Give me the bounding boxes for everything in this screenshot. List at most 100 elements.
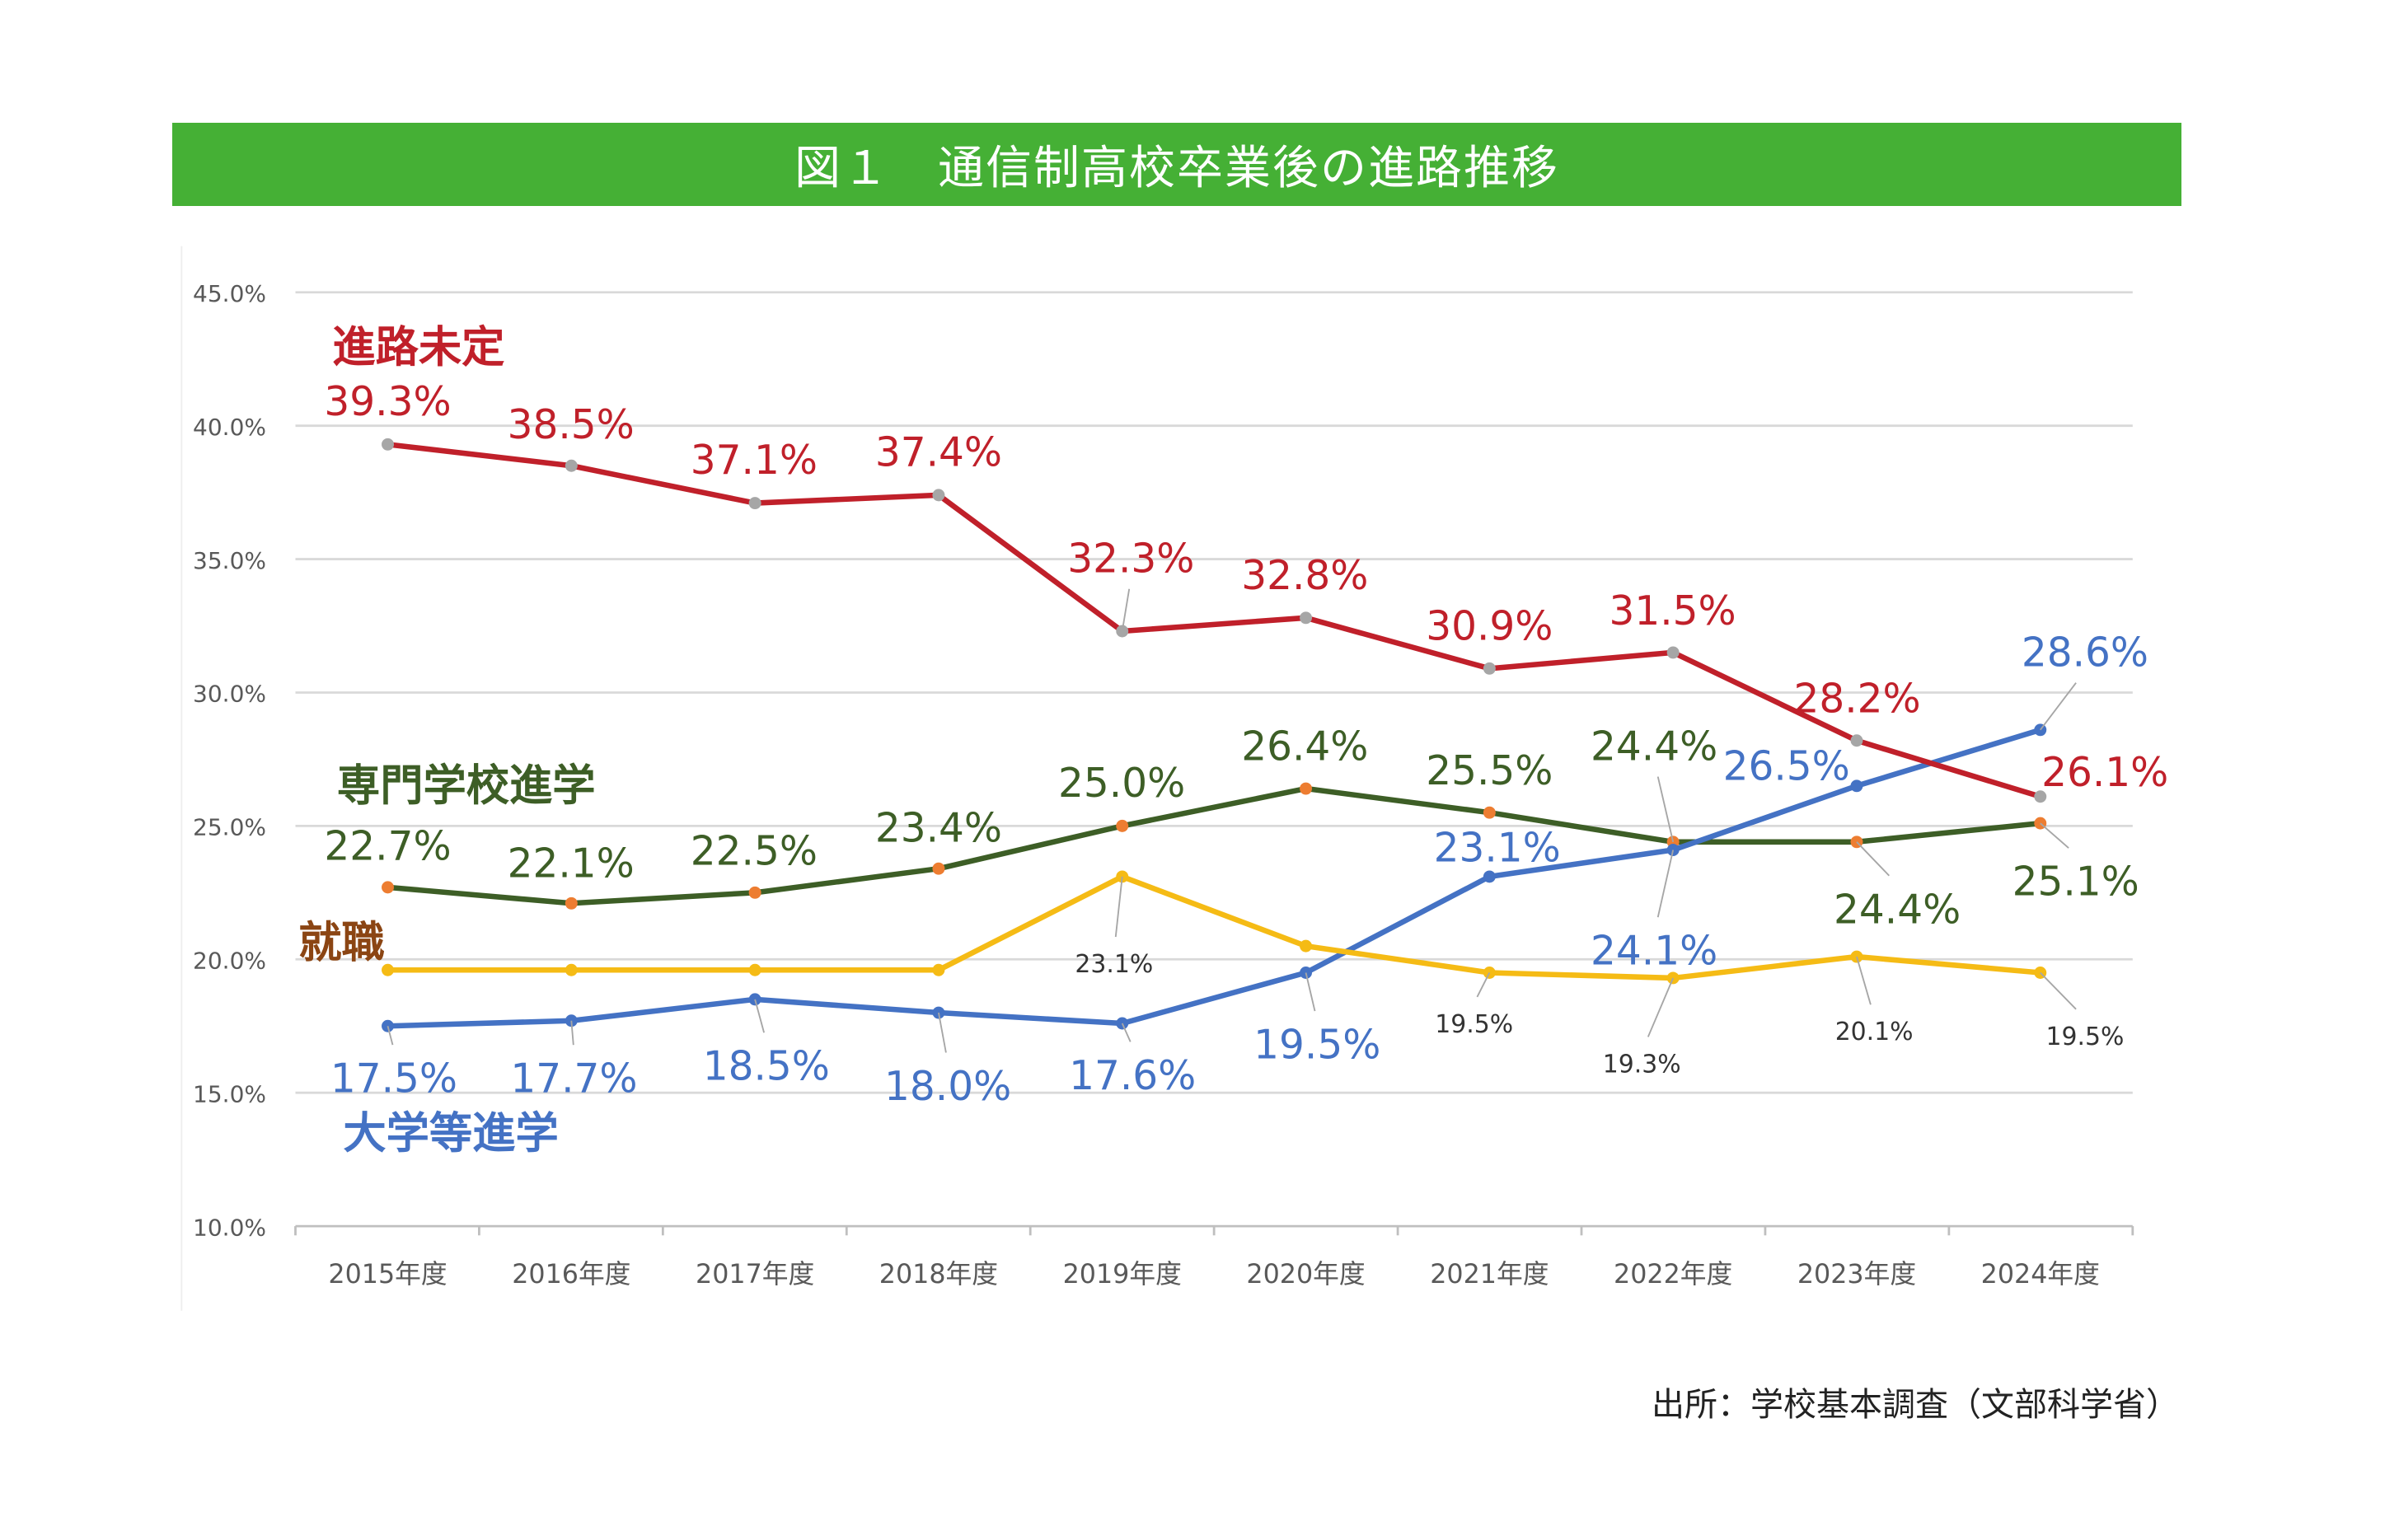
source-note: 出所：学校基本調査（文部科学省） xyxy=(1652,1386,2179,1424)
data-point xyxy=(1116,819,1129,832)
data-label: 25.0% xyxy=(1058,761,1185,807)
series-line-3 xyxy=(387,727,2041,1029)
data-label: 32.3% xyxy=(1067,536,1194,583)
data-label: 28.6% xyxy=(2022,630,2148,676)
data-label: 31.5% xyxy=(1609,588,1736,634)
data-label: 23.1% xyxy=(1075,950,1153,979)
y-tick-label: 20.0% xyxy=(193,947,266,974)
series-line-0 xyxy=(387,442,2041,799)
y-tick-label: 40.0% xyxy=(193,414,266,441)
data-label: 18.5% xyxy=(703,1044,830,1090)
data-label: 24.1% xyxy=(1591,929,1717,975)
leader-line xyxy=(2040,971,2077,1010)
data-point xyxy=(1300,782,1313,795)
leader-line xyxy=(1305,972,1316,1012)
data-label: 28.2% xyxy=(1793,676,1920,722)
data-label: 26.5% xyxy=(1723,744,1850,790)
leader-line xyxy=(2040,682,2077,731)
leader-line xyxy=(938,1012,947,1053)
series-name-label: 進路未定 xyxy=(332,322,504,372)
series-name-label: 専門学校進学 xyxy=(337,761,596,811)
data-point xyxy=(1300,939,1313,953)
data-label: 19.5% xyxy=(2045,1023,2124,1051)
y-tick-label: 30.0% xyxy=(193,681,266,708)
data-label: 37.1% xyxy=(691,438,818,484)
data-point xyxy=(748,886,761,899)
data-point xyxy=(932,489,945,502)
x-tick-label: 2015年度 xyxy=(328,1260,447,1290)
data-label: 17.6% xyxy=(1069,1053,1196,1099)
y-tick-label: 10.0% xyxy=(193,1214,266,1241)
data-label: 32.8% xyxy=(1241,553,1368,599)
data-label: 20.1% xyxy=(1835,1018,1914,1046)
data-label: 19.3% xyxy=(1603,1050,1681,1079)
data-point xyxy=(382,438,394,451)
data-label: 25.1% xyxy=(2012,859,2139,906)
y-tick-label: 25.0% xyxy=(193,814,266,841)
x-tick-label: 2024年度 xyxy=(1981,1260,2100,1290)
data-point xyxy=(1850,779,1863,793)
x-tick-label: 2020年度 xyxy=(1246,1260,1365,1290)
data-label: 22.7% xyxy=(324,824,451,870)
leader-line xyxy=(1656,850,1675,918)
leader-line xyxy=(1476,972,1491,998)
leader-line xyxy=(1856,956,1872,1005)
data-point xyxy=(932,862,945,875)
y-tick-label: 45.0% xyxy=(193,280,266,307)
data-point xyxy=(565,963,578,976)
data-point xyxy=(1483,806,1496,819)
data-label: 24.4% xyxy=(1591,723,1717,770)
data-label: 19.5% xyxy=(1253,1023,1380,1069)
leader-line xyxy=(1121,1023,1132,1042)
data-point xyxy=(1483,662,1496,675)
x-tick-label: 2021年度 xyxy=(1430,1260,1549,1290)
data-label: 30.9% xyxy=(1426,604,1553,650)
x-tick-label: 2017年度 xyxy=(696,1260,814,1290)
x-tick-label: 2019年度 xyxy=(1063,1260,1182,1290)
x-tick-label: 2018年度 xyxy=(879,1260,998,1290)
leader-line xyxy=(1121,588,1131,632)
leader-line xyxy=(1114,876,1123,938)
chart-title: 図１ 通信制高校卒業後の進路推移 xyxy=(172,123,2181,206)
series-name-label: 大学等進学 xyxy=(343,1108,558,1159)
leader-line xyxy=(1656,776,1675,843)
data-label: 26.4% xyxy=(1241,723,1368,770)
data-label: 22.5% xyxy=(691,828,818,874)
data-label: 17.7% xyxy=(510,1056,637,1102)
data-point xyxy=(748,963,761,976)
series-name-label: 就職 xyxy=(298,917,385,967)
leader-line xyxy=(754,999,765,1033)
data-label: 22.1% xyxy=(508,840,635,887)
series-line-2 xyxy=(387,873,2041,981)
data-point xyxy=(1300,611,1313,625)
leader-line xyxy=(2040,822,2069,849)
y-tick-label: 35.0% xyxy=(193,547,266,574)
data-label: 19.5% xyxy=(1435,1010,1513,1039)
leader-line xyxy=(570,1020,574,1046)
data-point xyxy=(1850,734,1863,747)
data-point xyxy=(2034,790,2047,803)
leader-line xyxy=(1647,977,1675,1037)
y-tick-label: 15.0% xyxy=(193,1080,266,1107)
data-label: 37.4% xyxy=(875,430,1002,476)
data-point xyxy=(748,497,761,510)
data-label: 39.3% xyxy=(324,379,451,425)
data-point xyxy=(382,963,394,976)
data-point xyxy=(565,896,578,910)
x-tick-label: 2023年度 xyxy=(1797,1260,1916,1290)
data-label: 18.0% xyxy=(884,1064,1011,1110)
data-point xyxy=(565,459,578,472)
series-line-1 xyxy=(387,785,2041,906)
data-label: 17.5% xyxy=(330,1056,457,1102)
data-label: 38.5% xyxy=(508,402,635,448)
x-tick-label: 2022年度 xyxy=(1614,1260,1732,1290)
leader-line xyxy=(1856,841,1890,877)
data-point xyxy=(932,963,945,976)
x-tick-label: 2016年度 xyxy=(512,1260,630,1290)
data-label: 24.4% xyxy=(1834,887,1961,933)
data-label: 23.4% xyxy=(875,805,1002,851)
leader-line xyxy=(387,1026,394,1046)
data-point xyxy=(1666,646,1680,659)
data-label: 23.1% xyxy=(1434,826,1561,872)
